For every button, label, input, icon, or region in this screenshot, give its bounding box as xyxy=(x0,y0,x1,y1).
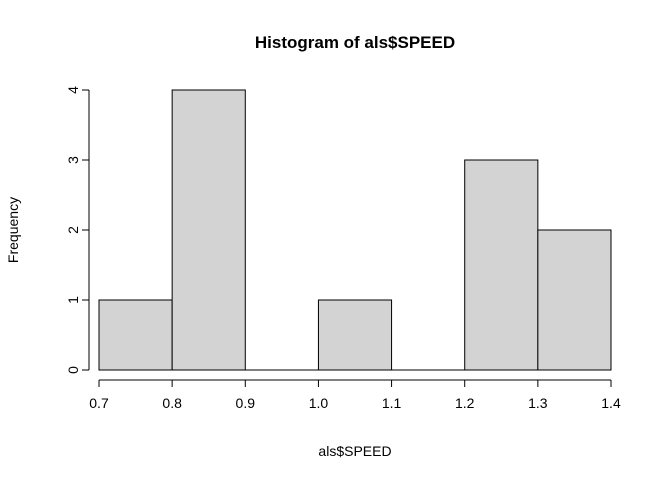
y-axis-label: Frequency xyxy=(5,197,21,263)
x-axis: 0.7 0.8 0.9 1.0 1.1 1.2 1.3 1.4 xyxy=(89,379,621,411)
y-tick-label-0: 0 xyxy=(65,366,81,374)
x-tick-label-7: 1.4 xyxy=(601,395,621,411)
chart-title: Histogram of als$SPEED xyxy=(255,33,455,52)
histogram-bar-0 xyxy=(98,299,173,371)
histogram-bar-1 xyxy=(171,89,246,371)
y-tick-label-3: 3 xyxy=(65,156,81,164)
x-tick-label-1: 0.8 xyxy=(162,395,182,411)
x-tick-label-2: 0.9 xyxy=(236,395,256,411)
x-tick-label-0: 0.7 xyxy=(89,395,109,411)
x-tick-label-5: 1.2 xyxy=(455,395,475,411)
y-tick-label-4: 4 xyxy=(65,86,81,94)
histogram-bar-3 xyxy=(317,299,393,371)
y-axis: 0 1 2 3 4 xyxy=(65,86,90,374)
y-tick-label-1: 1 xyxy=(65,296,81,304)
bars-group xyxy=(98,89,612,371)
histogram-bar-6 xyxy=(537,229,612,371)
x-axis-label: als$SPEED xyxy=(318,443,391,459)
x-tick-label-6: 1.3 xyxy=(528,395,548,411)
x-tick-label-4: 1.1 xyxy=(382,395,402,411)
histogram-bar-5 xyxy=(464,159,539,371)
y-tick-label-2: 2 xyxy=(65,226,81,234)
x-tick-label-3: 1.0 xyxy=(309,395,329,411)
